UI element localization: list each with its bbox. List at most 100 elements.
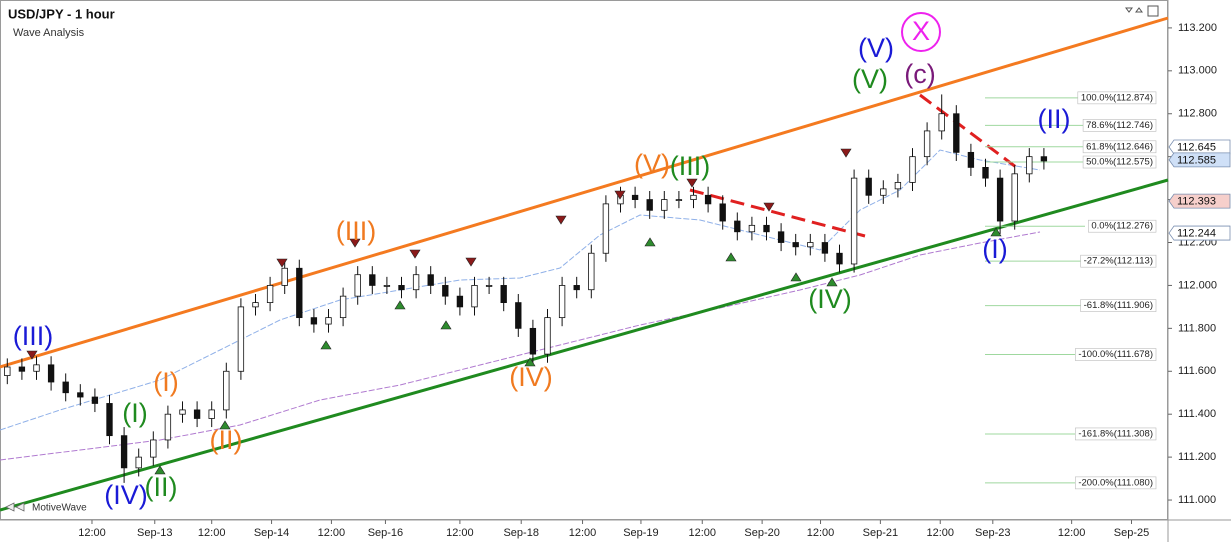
fib-label: -27.2%(112.113) — [1084, 256, 1153, 267]
candle-body — [4, 366, 11, 376]
candle-body — [237, 306, 245, 372]
candle-body — [471, 285, 478, 308]
swing-marker — [409, 249, 421, 259]
candle-body — [938, 113, 945, 132]
candle-body — [704, 194, 712, 205]
candle-body — [91, 396, 99, 404]
swing-marker — [349, 238, 361, 248]
chart-subtitle: Wave Analysis — [13, 27, 85, 39]
swing-marker — [276, 258, 288, 268]
candle-body — [18, 366, 26, 372]
fib-label: 78.6%(112.746) — [1086, 120, 1153, 131]
y-tick-label: 112.000 — [1178, 279, 1217, 291]
candle-body — [33, 364, 40, 372]
price-label-box — [1168, 225, 1231, 241]
swing-marker — [154, 465, 166, 475]
candle-body — [1011, 173, 1018, 222]
candle-body — [602, 203, 610, 254]
wave-label: (II) — [145, 472, 178, 502]
candle-body — [164, 413, 172, 441]
fib-label: -100.0%(111.678) — [1078, 349, 1153, 360]
x-tick-label: 12:00 — [807, 527, 835, 539]
price-label: 112.585 — [1177, 154, 1216, 166]
y-tick-label: 113.000 — [1178, 65, 1217, 77]
candle-body — [456, 295, 464, 308]
price-label-box — [1168, 152, 1231, 168]
candle-body — [135, 456, 142, 469]
x-tick-label: 12:00 — [198, 527, 226, 539]
x-tick-label: 12:00 — [1058, 527, 1086, 539]
candle-body — [631, 194, 639, 200]
x-tick-label: 12:00 — [688, 527, 716, 539]
candle-body — [325, 317, 332, 325]
fib-label-box — [1075, 476, 1157, 490]
fib-label-box — [1082, 140, 1157, 154]
swing-marker — [763, 202, 775, 212]
fib-label-box — [1077, 91, 1157, 105]
candle-body — [1026, 156, 1033, 175]
y-tick-label: 111.400 — [1178, 408, 1216, 420]
candle-body — [865, 177, 872, 196]
candle-body — [369, 274, 376, 286]
toolbar-icons[interactable] — [1125, 5, 1159, 17]
candle-body — [252, 302, 259, 308]
y-tick-label: 111.200 — [1178, 451, 1216, 463]
x-tick-label: Sep-13 — [137, 527, 172, 539]
wave-label: X — [912, 16, 930, 46]
fib-label: -61.8%(111.906) — [1084, 300, 1153, 311]
chart-title: USD/JPY - 1 hour — [8, 6, 115, 21]
candle-body — [909, 156, 916, 183]
y-tick-label: 111.000 — [1178, 494, 1216, 506]
candle-body — [836, 252, 843, 265]
x-tick-label: Sep-21 — [863, 527, 898, 539]
candle-body — [821, 242, 829, 254]
candle-body — [544, 317, 551, 355]
swing-marker — [394, 300, 406, 310]
candle-body — [792, 242, 799, 248]
swing-marker — [686, 178, 698, 188]
watermark: MotiveWave — [32, 503, 87, 514]
price-label-box — [1168, 193, 1231, 209]
price-label: 112.244 — [1177, 227, 1216, 239]
candle-body — [558, 285, 566, 319]
x-tick-label: 12:00 — [446, 527, 474, 539]
fib-label: -200.0%(111.080) — [1078, 477, 1153, 488]
fib-label-box — [1082, 155, 1157, 169]
fib-label: -161.8%(111.308) — [1078, 428, 1153, 439]
x-tick-label: Sep-23 — [975, 527, 1010, 539]
wave-label: (III) — [336, 216, 377, 246]
x-tick-label: 12:00 — [78, 527, 106, 539]
wave-label: (V) — [858, 33, 894, 63]
candle-body — [850, 177, 858, 265]
x-tick-label: Sep-16 — [368, 527, 403, 539]
wave-label: (III) — [13, 321, 54, 351]
wave-label: (II) — [210, 425, 243, 455]
moving-average — [0, 149, 1041, 431]
swing-marker — [614, 190, 626, 200]
overlay-lines — [0, 16, 1169, 512]
candle-body — [47, 364, 55, 383]
x-tick-label: Sep-25 — [1114, 527, 1149, 539]
x-tick-label: 12:00 — [926, 527, 954, 539]
candle-body — [339, 295, 347, 319]
logo-icon — [5, 502, 25, 512]
wave-label: (III) — [670, 151, 711, 181]
swing-marker — [826, 277, 838, 287]
fib-label-box — [1080, 299, 1157, 312]
wave-label: (IV) — [104, 480, 148, 510]
candle-body — [383, 285, 391, 287]
candle-body — [266, 285, 274, 304]
swing-marker — [26, 350, 38, 360]
y-tick-label: 113.200 — [1178, 22, 1217, 34]
trend-line — [689, 188, 866, 238]
candle-body — [193, 409, 201, 419]
candle-body — [734, 220, 741, 233]
candle-body — [442, 285, 449, 297]
candle-body — [661, 199, 668, 211]
price-label: 112.393 — [1177, 195, 1216, 207]
wave-label: (IV) — [509, 362, 553, 392]
candle-body — [120, 435, 128, 469]
candle-body — [996, 177, 1004, 222]
candle-body — [310, 317, 318, 325]
price-label: 112.645 — [1177, 141, 1216, 153]
